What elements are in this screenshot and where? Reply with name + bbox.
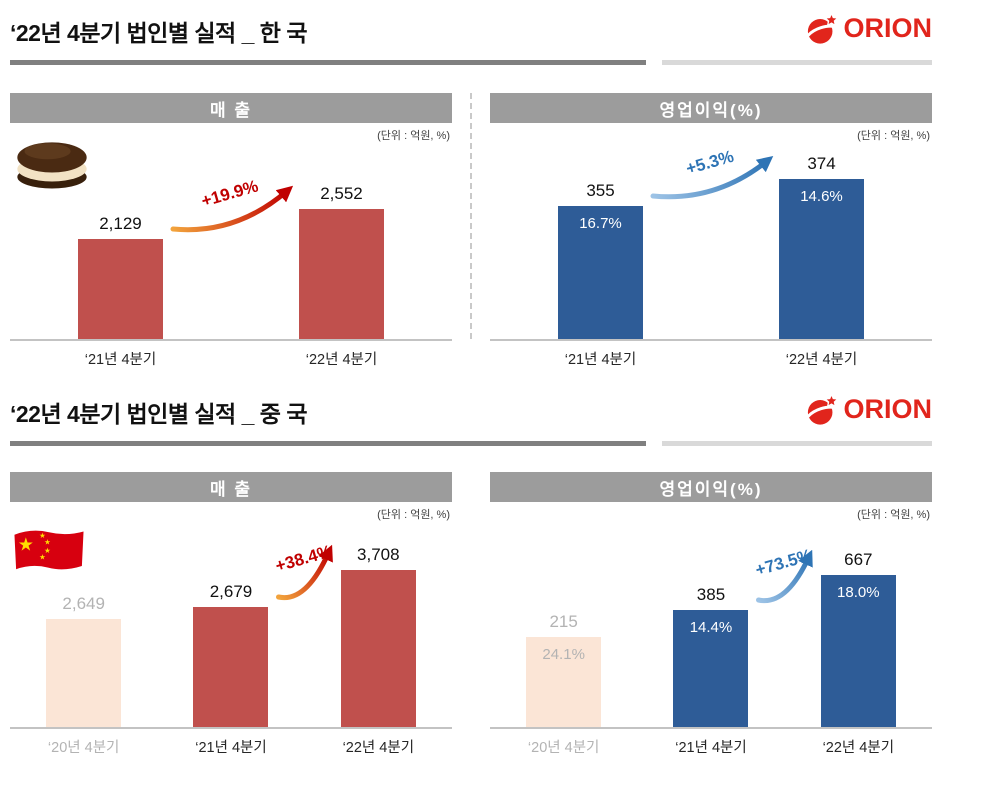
choco-pie-image [12,129,92,198]
bar-value-label: 2,649 [62,594,105,613]
category-row: ‘20년 4분기 ‘21년 4분기 ‘22년 4분기 [490,729,932,757]
bar-value-label: 355 [586,181,615,200]
panel-china-revenue: 매 출 (단위 : 억원, %) ★ ★ ★ ★ ★ 2,649 2,679 3,7… [10,472,452,757]
section-korea-header: ‘22년 4분기 법인별 실적 _ 한 국 ORION [10,12,932,48]
unit-note: (단위 : 억원, %) [857,509,930,521]
bar-value-label: 3,708 [357,545,400,564]
underline-light-segment [662,60,932,65]
title-underline [10,441,932,446]
unit-note: (단위 : 억원, %) [857,130,930,142]
bar [193,607,269,727]
chart-header: 영업이익(%) [490,93,932,123]
plot-area: ★ ★ ★ ★ ★ 2,649 2,679 3,708 +38.4% [10,522,452,729]
bar: 14.4% [673,610,749,727]
bar: 14.6% [779,179,864,339]
underline-light-segment [662,441,932,446]
bar-value-label: 2,679 [209,582,253,601]
bar-value-label: 215 [549,612,578,631]
section-china-header: ‘22년 4분기 법인별 실적 _ 중 국 ORION [10,393,932,429]
plot-area: 215 24.1% 385 14.4% 667 18.0% +73.5% [490,522,932,729]
bar-value-label: 2,129 [99,214,142,233]
china-flag-image: ★ ★ ★ ★ ★ [12,524,86,585]
title-underline [10,60,932,65]
category-label: ‘21년 4분기 [564,352,637,368]
plot-area: 2,129 2,552 +19.9% [10,142,452,341]
bar [340,570,416,727]
bar [78,239,163,339]
svg-text:★: ★ [44,538,51,547]
chart-header: 매 출 [10,93,452,123]
chart-title: 영업이익(%) [659,479,763,499]
section-title-china: ‘22년 4분기 법인별 실적 _ 중 국 [10,401,308,427]
chart-header: 영업이익(%) [490,472,932,502]
underline-dark-segment [10,60,646,65]
svg-text:★: ★ [39,531,46,540]
orion-planet-icon [807,393,840,425]
category-row: ‘21년 4분기 ‘22년 4분기 [10,341,452,369]
category-label: ‘21년 4분기 [84,352,157,368]
panel-korea-operating-profit: 영업이익(%) (단위 : 억원, %) 355 16.7% 374 14.6% +5.… [490,93,932,369]
orion-logo-text: ORION [843,13,932,43]
bar-group: 215 24.1% [490,522,637,727]
bar-group: 2,129 [10,143,231,339]
section-china: ‘22년 4분기 법인별 실적 _ 중 국 ORION 매 출 (단위 : 억원… [0,393,1000,757]
bar-value-label: 385 [696,585,726,604]
bar-group: 374 14.6% [711,143,932,339]
chart-header: 매 출 [10,472,452,502]
category-label: ‘20년 4분기 [527,740,600,756]
orion-logo-text: ORION [843,394,932,424]
bar-group: 385 14.4% [637,522,784,727]
bar-group: 2,552 [231,143,452,339]
category-label: ‘20년 4분기 [47,740,120,756]
category-label: ‘21년 4분기 [195,740,267,756]
bar-inner-label: 14.6% [800,188,843,205]
bar-group: 355 16.7% [490,143,711,339]
category-label: ‘22년 4분기 [342,740,415,756]
svg-text:★: ★ [44,546,51,555]
category-label: ‘22년 4분기 [305,352,378,368]
bar-inner-label: 18.0% [837,584,880,601]
korea-panels: 매 출 (단위 : 억원, %) 2,129 2,552 +19.9% ‘21년 4… [10,93,932,369]
bar-group: 667 18.0% [785,522,932,727]
bar-group: 3,708 [305,522,452,727]
bar-inner-label: 14.4% [689,619,733,636]
bar-value-label: 374 [807,154,836,173]
bar: 18.0% [820,575,896,727]
category-label: ‘22년 4분기 [822,740,895,756]
unit-note: (단위 : 억원, %) [377,130,450,142]
chart-title: 매 출 [209,479,252,499]
unit-note: (단위 : 억원, %) [377,509,450,521]
panel-china-operating-profit: 영업이익(%) (단위 : 억원, %) 215 24.1% 385 14.4% 667… [490,472,932,757]
chart-title: 매 출 [209,100,252,120]
bar-value-label: 667 [844,550,873,569]
svg-text:★: ★ [39,552,46,561]
panel-divider [470,93,472,339]
bar: 16.7% [558,206,643,339]
category-row: ‘20년 4분기 ‘21년 4분기 ‘22년 4분기 [10,729,452,757]
plot-area: 355 16.7% 374 14.6% +5.3% [490,143,932,341]
bar-group: 2,679 [157,522,304,727]
section-korea: ‘22년 4분기 법인별 실적 _ 한 국 ORION 매 출 (단위 : 억원… [0,0,1000,369]
china-panels: 매 출 (단위 : 억원, %) ★ ★ ★ ★ ★ 2,649 2,679 3,7… [10,472,932,757]
bar-inner-label: 24.1% [542,646,585,663]
category-row: ‘21년 4분기 ‘22년 4분기 [490,341,932,369]
bar-value-label: 2,552 [320,184,363,203]
bar-inner-label: 16.7% [579,215,622,232]
bar [299,209,384,339]
orion-planet-icon [807,12,840,44]
bar [46,619,122,727]
panel-korea-revenue: 매 출 (단위 : 억원, %) 2,129 2,552 +19.9% ‘21년 4… [10,93,452,369]
svg-text:★: ★ [18,534,34,554]
category-label: ‘21년 4분기 [675,740,747,756]
orion-logo: ORION [806,12,932,45]
underline-dark-segment [10,441,646,446]
bar-group: 2,649 [10,522,157,727]
orion-logo: ORION [806,393,932,426]
chart-title: 영업이익(%) [659,100,763,120]
category-label: ‘22년 4분기 [785,352,858,368]
section-title-korea: ‘22년 4분기 법인별 실적 _ 한 국 [10,20,308,46]
bar: 24.1% [526,637,602,727]
